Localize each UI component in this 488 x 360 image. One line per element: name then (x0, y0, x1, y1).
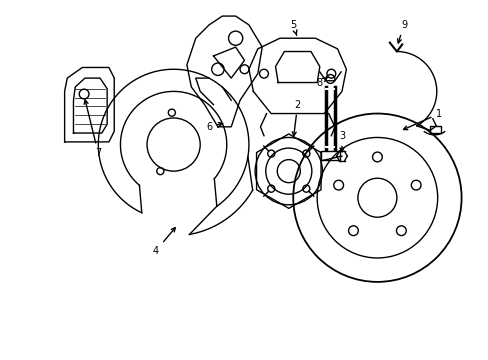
Bar (320, 151, 340, 159)
Bar (429, 126, 440, 133)
Text: 3: 3 (338, 131, 345, 152)
Text: 4: 4 (153, 228, 175, 256)
Text: 8: 8 (316, 77, 327, 87)
Text: 2: 2 (292, 100, 300, 136)
Text: 7: 7 (84, 100, 101, 158)
Text: 9: 9 (397, 20, 406, 43)
Text: 5: 5 (289, 20, 296, 35)
Text: 1: 1 (403, 109, 442, 130)
Text: 6: 6 (205, 122, 222, 132)
